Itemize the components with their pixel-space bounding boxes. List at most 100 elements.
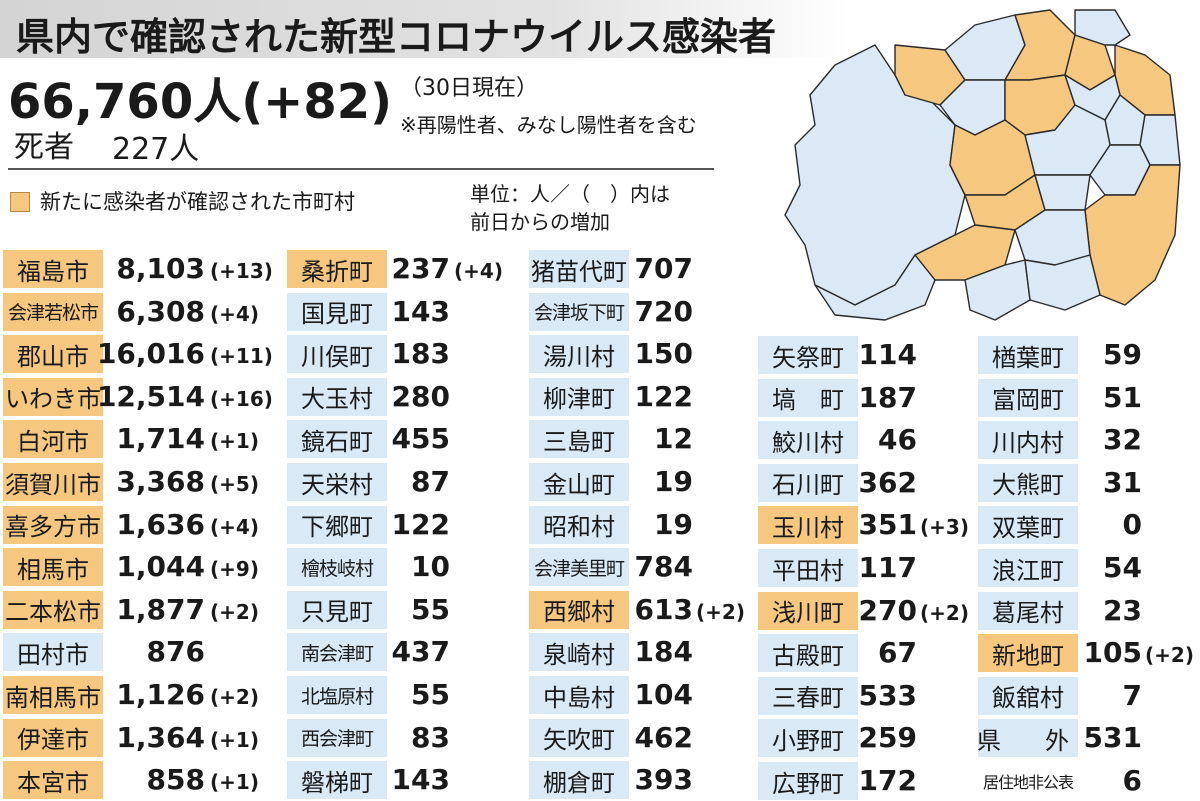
case-count: 7 xyxy=(1122,678,1142,712)
municipality-row: 只見町 55 xyxy=(287,590,524,629)
case-count: 187 xyxy=(858,380,917,414)
case-count: 104 xyxy=(634,678,693,711)
case-count: 270 xyxy=(858,593,917,627)
municipality-name: 郡山市 xyxy=(3,335,103,374)
case-count: 23 xyxy=(1103,593,1142,627)
title-bar xyxy=(0,0,850,58)
case-count: 455 xyxy=(391,422,450,456)
municipality-row: 南会津町 437 xyxy=(287,633,524,672)
municipality-row: 塙 町 187 xyxy=(758,378,990,417)
municipality-name: 葛尾村 xyxy=(978,591,1078,630)
daily-increase: (+2) xyxy=(1145,643,1194,668)
case-count: 720 xyxy=(634,294,693,328)
case-count: 16,016 xyxy=(96,337,205,371)
municipality-name: 三島町 xyxy=(529,420,629,459)
municipality-row: 伊達市 1,364 (+1) xyxy=(3,718,280,757)
case-count: 51 xyxy=(1103,380,1142,414)
case-count: 8,103 xyxy=(116,252,205,285)
case-count: 6 xyxy=(1122,764,1142,797)
municipality-row: 金山町 19 xyxy=(529,463,766,501)
municipality-row: 平田村 117 xyxy=(758,549,990,587)
municipality-name: 三春町 xyxy=(758,676,858,715)
municipality-name: 南相馬市 xyxy=(3,676,103,714)
municipality-name: 猪苗代町 xyxy=(529,250,629,288)
municipality-row: 北塩原村 55 xyxy=(287,676,524,714)
total-cases: 66,760人(+82) xyxy=(8,74,393,130)
map-region-shirakawa xyxy=(914,224,1016,281)
inclusion-note: ※再陽性者、みなし陽性者を含む xyxy=(400,113,697,137)
municipality-row: 福島市 8,103 (+13) xyxy=(3,250,280,288)
municipality-name: 鮫川村 xyxy=(758,421,858,460)
municipality-row: 中島村 104 xyxy=(529,676,766,714)
municipality-row: 湯川村 150 xyxy=(529,335,766,374)
case-count: 10 xyxy=(411,550,450,584)
municipality-name: 県 外 xyxy=(978,719,1078,758)
municipality-row: 石川町 362 xyxy=(758,463,990,502)
prefecture-map xyxy=(784,9,1181,321)
daily-increase: (+4) xyxy=(210,301,259,326)
case-count: 858 xyxy=(146,763,205,797)
case-count: 183 xyxy=(391,337,450,371)
case-count: 531 xyxy=(1083,721,1142,755)
daily-increase: (+2) xyxy=(210,599,259,624)
municipality-row: 飯舘村 7 xyxy=(978,676,1200,715)
case-count: 3,368 xyxy=(116,465,205,498)
municipality-row: 西会津町 83 xyxy=(287,718,524,757)
municipality-row: 居住地非公表 6 xyxy=(978,762,1200,800)
municipality-row: 会津坂下町 720 xyxy=(529,292,766,331)
daily-increase: (+3) xyxy=(920,515,969,540)
municipality-name: 只見町 xyxy=(287,590,387,629)
case-count: 1,714 xyxy=(116,422,205,456)
case-count: 1,364 xyxy=(116,720,205,754)
municipality-name: 伊達市 xyxy=(3,718,103,757)
municipality-row: 鏡石町 455 xyxy=(287,420,524,459)
municipality-row: 三春町 533 xyxy=(758,676,990,715)
municipality-row: 大玉村 280 xyxy=(287,377,524,416)
municipality-name: 昭和村 xyxy=(529,505,629,544)
municipality-name: 相馬市 xyxy=(3,548,103,587)
municipality-row: 古殿町 67 xyxy=(758,634,990,673)
case-count: 31 xyxy=(1103,465,1142,499)
municipality-name: 南会津町 xyxy=(287,633,387,672)
daily-increase: (+1) xyxy=(210,770,259,795)
case-count: 1,636 xyxy=(116,507,205,541)
municipality-name: 浪江町 xyxy=(978,549,1078,587)
daily-increase: (+9) xyxy=(210,557,259,582)
municipality-name: 会津美里町 xyxy=(529,548,629,587)
municipality-name: 塙 町 xyxy=(758,378,858,417)
case-count: 55 xyxy=(411,592,450,626)
municipality-row: 川俣町 183 xyxy=(287,335,524,374)
municipality-name: 喜多方市 xyxy=(3,505,103,544)
municipality-name: 桑折町 xyxy=(287,250,387,288)
municipality-name: 湯川村 xyxy=(529,335,629,374)
case-count: 122 xyxy=(391,507,450,541)
case-count: 143 xyxy=(391,294,450,328)
municipality-name: 川内村 xyxy=(978,421,1078,460)
map-region-minamiaizu xyxy=(814,254,936,321)
municipality-row: 檜枝岐村 10 xyxy=(287,548,524,587)
municipality-name: 大玉村 xyxy=(287,377,387,416)
case-count: 184 xyxy=(634,635,693,669)
municipality-row: 楢葉町 59 xyxy=(978,336,1200,374)
municipality-row: 白河市 1,714 (+1) xyxy=(3,420,280,459)
case-count: 280 xyxy=(391,379,450,413)
municipality-row: 広野町 172 xyxy=(758,762,990,800)
municipality-row: 新地町 105 (+2) xyxy=(978,634,1200,673)
case-count: 362 xyxy=(858,465,917,499)
case-count: 54 xyxy=(1103,551,1142,584)
deaths-value: 227人 xyxy=(112,132,200,167)
deaths-label: 死者 xyxy=(14,130,74,165)
municipality-row: 天栄村 87 xyxy=(287,463,524,501)
daily-increase: (+11) xyxy=(210,344,273,369)
municipality-name: 楢葉町 xyxy=(978,336,1078,374)
municipality-row: 喜多方市 1,636 (+4) xyxy=(3,505,280,544)
case-count: 784 xyxy=(634,550,693,584)
municipality-row: 玉川村 351 (+3) xyxy=(758,506,990,545)
municipality-name: 泉崎村 xyxy=(529,633,629,672)
municipality-row: 三島町 12 xyxy=(529,420,766,459)
daily-increase: (+1) xyxy=(210,429,259,454)
municipality-name: 田村市 xyxy=(3,633,103,672)
municipality-row: 昭和村 19 xyxy=(529,505,766,544)
case-count: 19 xyxy=(654,465,693,498)
daily-increase: (+2) xyxy=(696,599,745,624)
